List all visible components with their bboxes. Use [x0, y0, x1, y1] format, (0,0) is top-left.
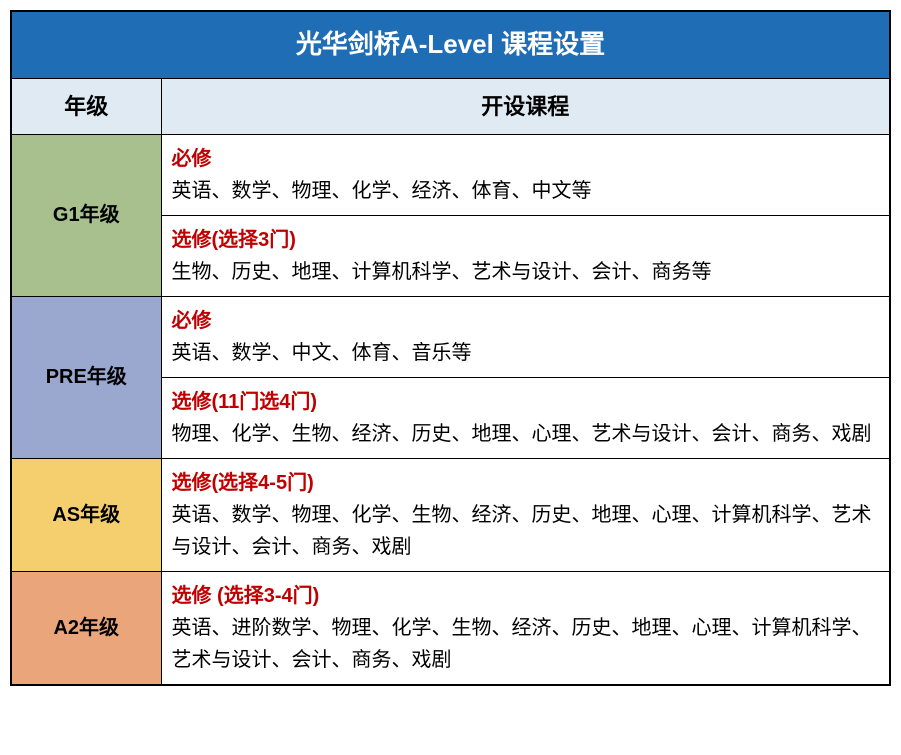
- table-row: AS年级 选修(选择4-5门) 英语、数学、物理、化学、生物、经济、历史、地理、…: [11, 458, 890, 571]
- pre-elective-courses: 物理、化学、生物、经济、历史、地理、心理、艺术与设计、会计、商务、戏剧: [172, 418, 880, 450]
- table-row: PRE年级 必修 英语、数学、中文、体育、音乐等: [11, 296, 890, 377]
- pre-required-cell: 必修 英语、数学、中文、体育、音乐等: [161, 296, 890, 377]
- as-elective-label: 选修(选择4-5门): [172, 467, 880, 499]
- table-row: A2年级 选修 (选择3-4门) 英语、进阶数学、物理、化学、生物、经济、历史、…: [11, 571, 890, 685]
- grade-pre: PRE年级: [11, 296, 161, 458]
- g1-elective-courses: 生物、历史、地理、计算机科学、艺术与设计、会计、商务等: [172, 256, 880, 288]
- g1-elective-label: 选修(选择3门): [172, 224, 880, 256]
- header-grade: 年级: [11, 78, 161, 134]
- g1-elective-cell: 选修(选择3门) 生物、历史、地理、计算机科学、艺术与设计、会计、商务等: [161, 215, 890, 296]
- header-row: 年级 开设课程: [11, 78, 890, 134]
- g1-required-label: 必修: [172, 143, 880, 175]
- pre-required-courses: 英语、数学、中文、体育、音乐等: [172, 337, 880, 369]
- as-elective-courses: 英语、数学、物理、化学、生物、经济、历史、地理、心理、计算机科学、艺术与设计、会…: [172, 499, 880, 563]
- grade-a2: A2年级: [11, 571, 161, 685]
- grade-as: AS年级: [11, 458, 161, 571]
- curriculum-table: 光华剑桥A-Level 课程设置 年级 开设课程 G1年级 必修 英语、数学、物…: [10, 10, 891, 686]
- as-elective-cell: 选修(选择4-5门) 英语、数学、物理、化学、生物、经济、历史、地理、心理、计算…: [161, 458, 890, 571]
- a2-elective-cell: 选修 (选择3-4门) 英语、进阶数学、物理、化学、生物、经济、历史、地理、心理…: [161, 571, 890, 685]
- a2-elective-courses: 英语、进阶数学、物理、化学、生物、经济、历史、地理、心理、计算机科学、艺术与设计…: [172, 612, 880, 676]
- table-row: G1年级 必修 英语、数学、物理、化学、经济、体育、中文等: [11, 134, 890, 215]
- a2-elective-label: 选修 (选择3-4门): [172, 580, 880, 612]
- pre-elective-label: 选修(11门选4门): [172, 386, 880, 418]
- grade-g1: G1年级: [11, 134, 161, 296]
- pre-elective-cell: 选修(11门选4门) 物理、化学、生物、经济、历史、地理、心理、艺术与设计、会计…: [161, 377, 890, 458]
- title-row: 光华剑桥A-Level 课程设置: [11, 11, 890, 78]
- pre-required-label: 必修: [172, 305, 880, 337]
- table-title: 光华剑桥A-Level 课程设置: [11, 11, 890, 78]
- header-courses: 开设课程: [161, 78, 890, 134]
- g1-required-courses: 英语、数学、物理、化学、经济、体育、中文等: [172, 175, 880, 207]
- g1-required-cell: 必修 英语、数学、物理、化学、经济、体育、中文等: [161, 134, 890, 215]
